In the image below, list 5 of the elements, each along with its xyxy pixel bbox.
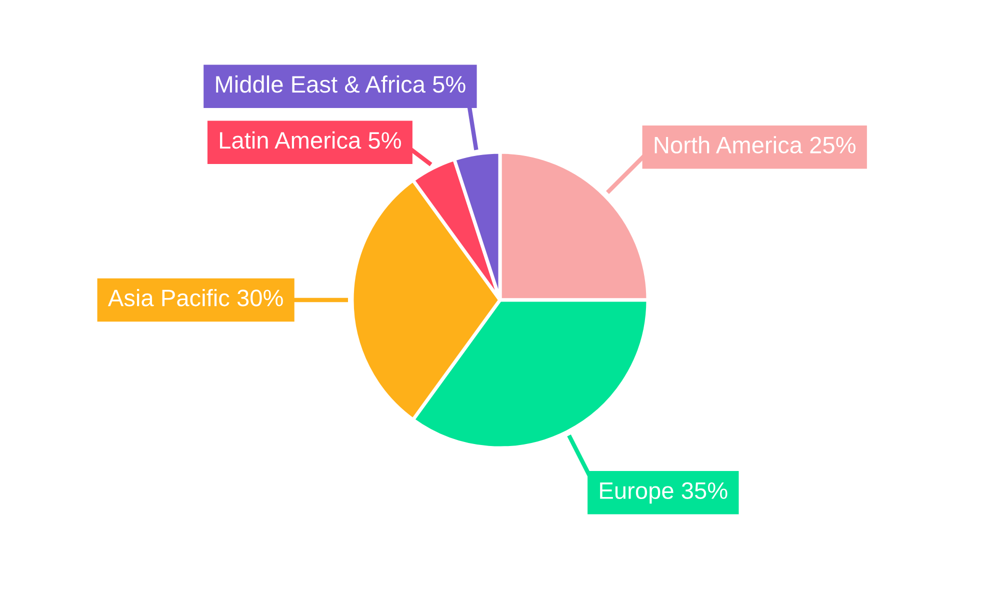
slice-label: Middle East & Africa 5% <box>216 75 466 93</box>
slice-label: North America 25% <box>654 136 856 154</box>
slice-label: Europe 35% <box>600 482 728 504</box>
slice-label: Latin America 5% <box>220 131 401 149</box>
slice-label: Asia Pacific 30% <box>108 288 283 306</box>
